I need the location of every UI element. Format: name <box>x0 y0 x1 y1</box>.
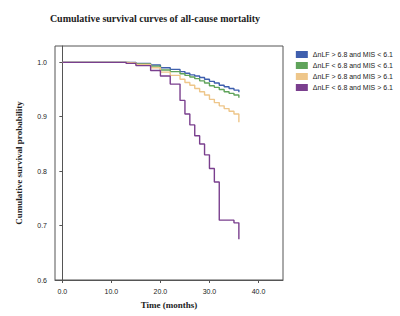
svg-text:0.6: 0.6 <box>37 277 47 284</box>
svg-text:ΔnLF < 6.8 and MIS < 6.1: ΔnLF < 6.8 and MIS < 6.1 <box>313 62 393 69</box>
svg-text:0.0: 0.0 <box>57 288 67 295</box>
svg-text:ΔnLF > 6.8 and MIS > 6.1: ΔnLF > 6.8 and MIS > 6.1 <box>313 73 393 80</box>
svg-text:0.8: 0.8 <box>37 168 47 175</box>
svg-text:0.7: 0.7 <box>37 222 47 229</box>
svg-text:30.0: 30.0 <box>203 288 217 295</box>
svg-text:Cumulative survival curves of: Cumulative survival curves of all-cause … <box>50 13 260 24</box>
svg-text:20.0: 20.0 <box>154 288 168 295</box>
svg-text:1.0: 1.0 <box>37 59 47 66</box>
svg-text:10.0: 10.0 <box>105 288 119 295</box>
svg-text:Cumulative survival probabilit: Cumulative survival probability <box>14 101 24 225</box>
svg-text:40.0: 40.0 <box>252 288 266 295</box>
svg-text:ΔnLF < 6.8 and MIS > 6.1: ΔnLF < 6.8 and MIS > 6.1 <box>313 84 393 91</box>
svg-text:ΔnLF > 6.8 and MIS < 6.1: ΔnLF > 6.8 and MIS < 6.1 <box>313 51 393 58</box>
svg-text:Time (months): Time (months) <box>141 300 198 310</box>
svg-text:0.9: 0.9 <box>37 113 47 120</box>
